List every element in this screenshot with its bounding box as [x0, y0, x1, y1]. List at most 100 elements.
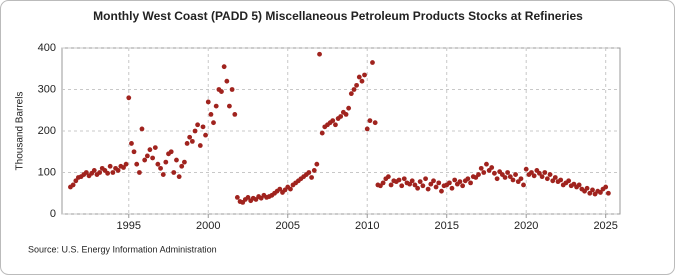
data-point	[317, 51, 322, 57]
data-point	[200, 124, 206, 130]
data-point	[372, 120, 378, 126]
data-point	[91, 168, 97, 173]
x-tick-label: 2000	[196, 220, 220, 232]
data-point	[187, 134, 193, 140]
data-point	[197, 143, 203, 148]
data-point	[460, 183, 466, 189]
data-point	[152, 145, 158, 151]
data-point	[439, 188, 444, 194]
data-point	[399, 183, 405, 189]
data-point	[314, 161, 320, 167]
data-point	[134, 161, 140, 167]
data-point	[211, 120, 216, 126]
data-point	[481, 170, 487, 175]
data-point	[155, 161, 161, 167]
data-point	[576, 182, 582, 188]
data-point	[70, 182, 76, 188]
data-point	[370, 60, 375, 65]
data-point	[452, 177, 458, 183]
data-point	[364, 126, 370, 132]
data-point	[174, 157, 179, 163]
data-point	[139, 126, 145, 132]
data-point	[489, 165, 495, 170]
source-note: Source: U.S. Energy Information Administ…	[28, 244, 217, 254]
data-point	[587, 190, 593, 196]
data-point	[484, 161, 489, 167]
y-tick-label: 400	[38, 42, 56, 54]
data-point	[137, 170, 142, 175]
data-point	[388, 182, 394, 188]
data-point	[131, 149, 137, 155]
data-point	[150, 155, 156, 161]
data-point	[598, 190, 603, 195]
data-point	[338, 114, 344, 119]
data-point	[97, 170, 103, 175]
data-point	[343, 112, 349, 117]
data-point	[412, 182, 418, 188]
data-point	[245, 195, 251, 200]
data-point	[465, 176, 471, 182]
data-point	[492, 170, 497, 176]
data-point	[478, 165, 484, 171]
y-axis-label: Thousand Barrels	[15, 92, 26, 171]
data-point	[354, 82, 359, 88]
data-point	[105, 170, 111, 176]
data-point	[115, 168, 121, 173]
data-point	[330, 118, 336, 124]
data-point	[221, 64, 227, 70]
data-point	[234, 195, 240, 200]
data-point	[476, 172, 481, 177]
data-point	[605, 190, 611, 196]
data-point	[420, 183, 426, 189]
x-tick-label: 2010	[355, 220, 379, 232]
data-point	[184, 141, 190, 146]
data-point	[468, 180, 473, 186]
data-point	[415, 185, 421, 191]
y-tick-label: 200	[38, 125, 56, 137]
data-point	[189, 138, 195, 144]
chart-title: Monthly West Coast (PADD 5) Miscellaneou…	[93, 9, 583, 23]
data-point	[83, 170, 89, 175]
data-point	[309, 175, 314, 180]
data-point	[203, 132, 208, 138]
data-point	[232, 112, 238, 117]
x-tick-label: 2025	[593, 220, 617, 232]
data-point	[306, 170, 312, 175]
data-point	[311, 168, 317, 173]
data-point	[380, 180, 386, 186]
data-point	[590, 187, 595, 193]
y-tick-label: 100	[38, 166, 56, 178]
data-point	[409, 178, 415, 184]
y-tick-label: 0	[50, 208, 56, 220]
data-point	[126, 95, 132, 101]
data-point	[168, 149, 174, 155]
data-point	[107, 163, 113, 169]
data-point	[356, 74, 362, 80]
data-point	[523, 166, 529, 172]
data-point	[529, 170, 534, 175]
data-point	[163, 159, 169, 165]
data-point	[176, 174, 182, 180]
data-point	[277, 186, 283, 192]
data-point	[584, 185, 590, 191]
data-point	[502, 175, 508, 180]
data-point	[513, 172, 518, 177]
data-point	[348, 91, 354, 97]
data-point	[195, 122, 201, 128]
data-point	[494, 176, 500, 182]
data-point	[603, 184, 609, 190]
data-point	[407, 181, 413, 187]
data-point	[436, 180, 442, 186]
data-point	[433, 184, 439, 190]
data-point	[550, 178, 556, 184]
data-point	[544, 176, 550, 182]
data-point	[121, 165, 126, 170]
data-point	[160, 172, 166, 177]
data-point	[351, 87, 357, 92]
data-point	[229, 87, 235, 92]
data-point	[147, 147, 153, 153]
data-point	[521, 182, 526, 188]
data-point	[144, 153, 150, 159]
data-point	[537, 170, 542, 176]
data-point	[346, 105, 352, 111]
